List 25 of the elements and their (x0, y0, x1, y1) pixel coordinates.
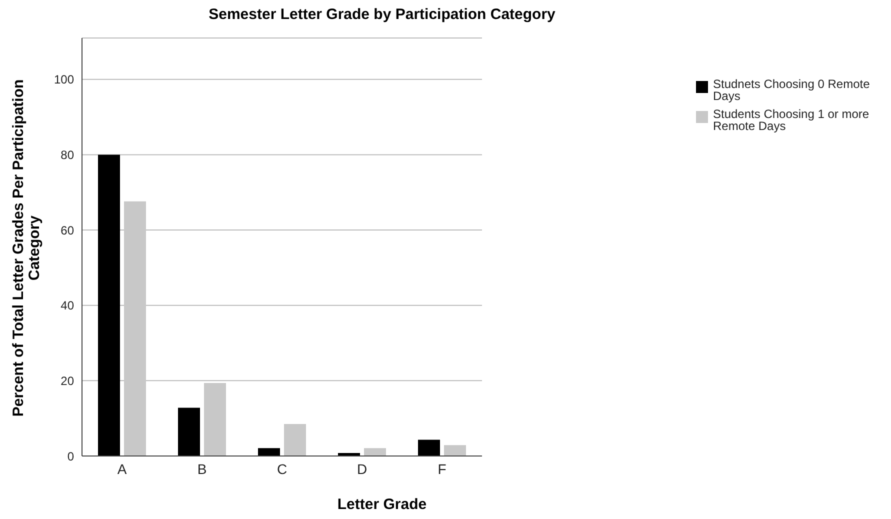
bar (178, 408, 200, 456)
x-tick-label: A (117, 460, 128, 477)
bar (444, 445, 466, 456)
bar (418, 440, 440, 456)
bar (124, 201, 146, 456)
y-tick-label: 60 (60, 223, 74, 238)
y-tick-label: 80 (60, 148, 74, 162)
bar (204, 382, 226, 456)
y-tick-label: 0 (67, 449, 74, 464)
bar (364, 448, 386, 456)
x-axis-title: Letter Grade (336, 496, 428, 513)
x-tick-label: B (197, 460, 207, 477)
y-tick-label: 20 (60, 374, 74, 388)
bar (98, 154, 120, 456)
y-tick-label: 100 (54, 72, 74, 87)
y-axis-title: Percent of Total Letter Grades Per Participation Category (10, 78, 43, 419)
legend-label: Students Choosing 1 or more Remote Days (713, 107, 870, 133)
x-tick-label: D (356, 460, 368, 477)
bar (258, 448, 280, 456)
y-tick-label: 40 (60, 298, 74, 313)
chart-title: Semester Letter Grade by Participation Category (208, 6, 556, 23)
legend-label: Studnets Choosing 0 Remote Days (713, 77, 871, 103)
x-tick-label: F (438, 460, 446, 477)
x-tick-label: C (276, 460, 288, 477)
bar (284, 424, 306, 456)
